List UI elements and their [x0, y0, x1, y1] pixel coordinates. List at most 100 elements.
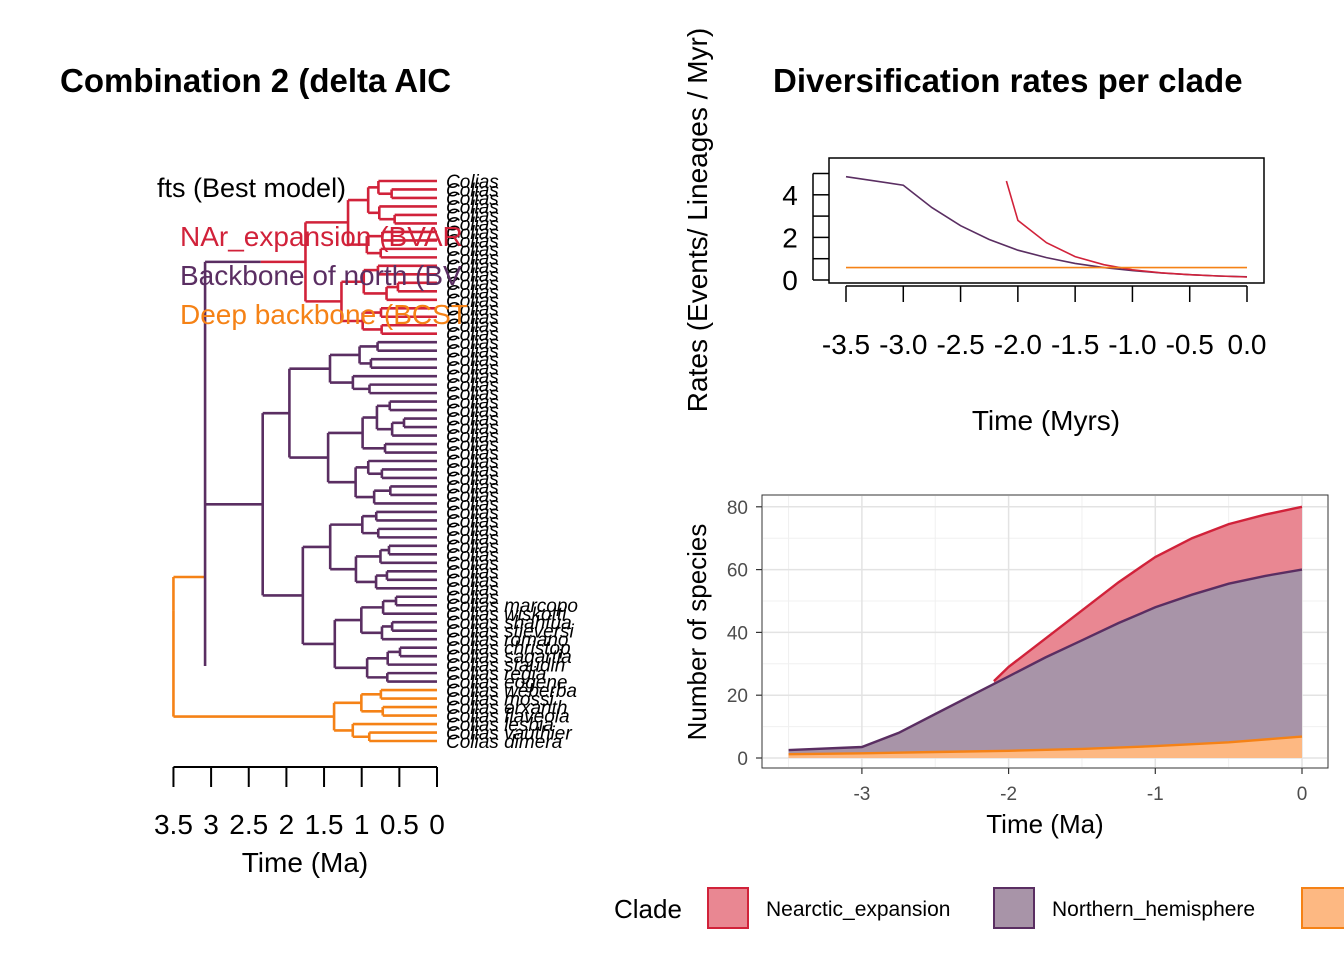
tip-label: Colias: [446, 376, 499, 397]
tip-label: Colias: [446, 503, 499, 524]
rates-y-tick-label: 4: [782, 180, 798, 211]
species-x-tick-label: 0: [1297, 784, 1308, 805]
tip-label: Colias: [446, 486, 499, 507]
tip-label: Colias stieversi: [446, 622, 575, 643]
tip-label: Colias staudin: [446, 656, 565, 677]
clade-legend: Clade Nearctic_expansion Northern_hemisp…: [614, 887, 1344, 929]
phylogeny-xlabel: Time (Ma): [242, 847, 369, 878]
rates-y-tick-label: 0: [782, 265, 798, 296]
species-area-1: [788, 569, 1302, 758]
tip-label: Colias wiskotti: [446, 605, 567, 626]
tip-label: Colias: [446, 579, 499, 600]
rates-panel: Diversification rates per clade Rates (E…: [682, 28, 1266, 436]
tip-label: Colias: [446, 172, 499, 193]
tip-label: Colias: [446, 469, 499, 490]
tip-label: Colias: [446, 350, 499, 371]
tip-label: Colias: [446, 197, 499, 218]
tip-label: Colias: [446, 359, 499, 380]
rates-xlabel: Time (Myrs): [972, 405, 1120, 436]
tip-label: Colias: [446, 214, 499, 235]
rates-x-tick-label: -3.5: [822, 329, 870, 360]
tip-label: Colias: [446, 308, 499, 329]
tip-label: Colias: [446, 452, 499, 473]
tip-label: Colias: [446, 316, 499, 337]
species-x-tick-label: -2: [1000, 784, 1017, 805]
rates-x-tick-label: -2.0: [994, 329, 1042, 360]
species-y-tick-label: 60: [727, 561, 748, 582]
tip-label: Colias christop: [446, 639, 571, 660]
phylogeny-tree: ColiasColiasColiasColiasColiasColiasColi…: [172, 160, 600, 753]
rates-title: Diversification rates per clade: [773, 62, 1243, 99]
tip-label: Colias: [446, 511, 499, 532]
tip-label: Colias shahfua: [446, 613, 572, 634]
tip-label: Colias marcopo: [446, 596, 578, 617]
legend-item-deep: Deep backbone (BCST: [180, 299, 468, 330]
rates-series-line-0: [845, 175, 1248, 278]
rates-x-tick-label: 0.0: [1228, 329, 1267, 360]
species-xlabel: Time (Ma): [986, 809, 1103, 839]
tip-label: Colias: [446, 444, 499, 465]
species-ylabel: Number of species: [682, 524, 712, 741]
tip-label: Colias: [446, 291, 499, 312]
tip-label: Colias: [446, 333, 499, 354]
species-y-tick-label: 20: [727, 686, 748, 707]
tip-label: Colias eogene: [446, 673, 567, 694]
tip-label: Colias: [446, 240, 499, 261]
tip-label: Colias dimera: [446, 732, 562, 753]
tip-label: Colias regia: [446, 664, 546, 685]
tip-label: Colias: [446, 520, 499, 541]
tip-label: Colias: [446, 325, 499, 346]
rates-series: [845, 175, 1248, 278]
tip-label: Colias: [446, 180, 499, 201]
tip-label: Colias sagartia: [446, 647, 572, 668]
species-y-tick-label: 80: [727, 498, 748, 519]
phylogeny-tick-label: 2: [279, 809, 295, 840]
rates-x-tick-label: -0.5: [1166, 329, 1214, 360]
species-x-tick-label: -3: [853, 784, 870, 805]
legend-key-nearctic: [707, 887, 749, 929]
legend-label-nearctic: Nearctic_expansion: [766, 898, 950, 921]
tip-label: Colias vauthier: [446, 724, 572, 745]
tip-label: Colias: [446, 299, 499, 320]
rates-y-tick-label: 2: [782, 222, 798, 253]
rates-x-tick-label: -3.0: [879, 329, 927, 360]
tip-label: Colias: [446, 384, 499, 405]
tip-label: Colias: [446, 367, 499, 388]
legend-key-northern: [993, 887, 1035, 929]
species-line-2: [788, 735, 1303, 756]
tip-label: Colias romano: [446, 630, 569, 651]
tip-label: Colias weberba: [446, 681, 577, 702]
legend-label-northern: Northern_hemisphere: [1052, 898, 1255, 921]
phylogeny-title: Combination 2 (delta AIC: [60, 62, 451, 99]
tip-label: Colias: [446, 477, 499, 498]
tip-label: Colias: [446, 223, 499, 244]
tip-label: Colias mossi: [446, 690, 554, 711]
tip-label: Colias: [446, 554, 499, 575]
tip-label: Colias: [446, 265, 499, 286]
tip-label: Colias: [446, 342, 499, 363]
rates-x-tick-label: -1.0: [1108, 329, 1156, 360]
phylogeny-tick-label: 0: [429, 809, 445, 840]
tip-label: Colias: [446, 460, 499, 481]
species-y-tick-label: 0: [737, 749, 748, 770]
tip-label: Colias: [446, 537, 499, 558]
species-line-1: [788, 568, 1303, 752]
rates-ylabel: Rates (Events/ Lineages / Myr): [682, 28, 713, 412]
tip-label: Colias: [446, 418, 499, 439]
species-panel: -3 -2 -1 0 0 20 40 60 80 Number of species Time …: [682, 494, 1329, 839]
tip-label: Colias: [446, 231, 499, 252]
tip-label: Colias: [446, 571, 499, 592]
species-axes: -3 -2 -1 0 0 20 40 60 80: [727, 498, 1307, 805]
phylogeny-panel: Combination 2 (delta AIC ColiasColiasCol…: [60, 62, 600, 878]
tip-label: Colias: [446, 562, 499, 583]
tip-label: Colias: [446, 393, 499, 414]
legend-item-northern: Backbone of north (BV: [180, 260, 462, 291]
tip-label: Colias: [446, 545, 499, 566]
legend-item-nearctic: NAr_expansion (BVAR: [180, 221, 463, 252]
tip-label: Colias: [446, 427, 499, 448]
tip-label: Colias: [446, 189, 499, 210]
tip-label: Colias: [446, 410, 499, 431]
rates-series-line-1: [1005, 180, 1248, 278]
phylogeny-tick-label: 2.5: [229, 809, 268, 840]
